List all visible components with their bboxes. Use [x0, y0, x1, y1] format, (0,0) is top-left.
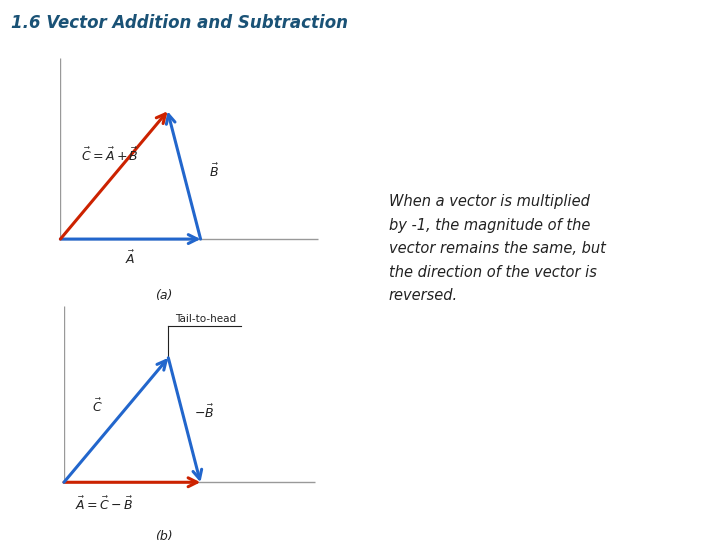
Text: $\vec{A}$: $\vec{A}$ [125, 249, 135, 267]
Text: $\vec{A} = \vec{C} - \vec{B}$: $\vec{A} = \vec{C} - \vec{B}$ [75, 496, 133, 514]
Text: 1.6 Vector Addition and Subtraction: 1.6 Vector Addition and Subtraction [11, 14, 348, 31]
Text: When a vector is multiplied
by -1, the magnitude of the
vector remains the same,: When a vector is multiplied by -1, the m… [389, 194, 606, 303]
Text: $\vec{C}$: $\vec{C}$ [92, 398, 103, 415]
Text: (b): (b) [156, 530, 173, 540]
Text: (a): (a) [155, 288, 172, 301]
Text: $-\vec{B}$: $-\vec{B}$ [194, 404, 215, 421]
Text: Tail-to-head: Tail-to-head [176, 314, 237, 323]
Text: $\vec{B}$: $\vec{B}$ [209, 163, 219, 180]
Text: $\vec{C} = \vec{A} + \vec{B}$: $\vec{C} = \vec{A} + \vec{B}$ [81, 146, 139, 164]
